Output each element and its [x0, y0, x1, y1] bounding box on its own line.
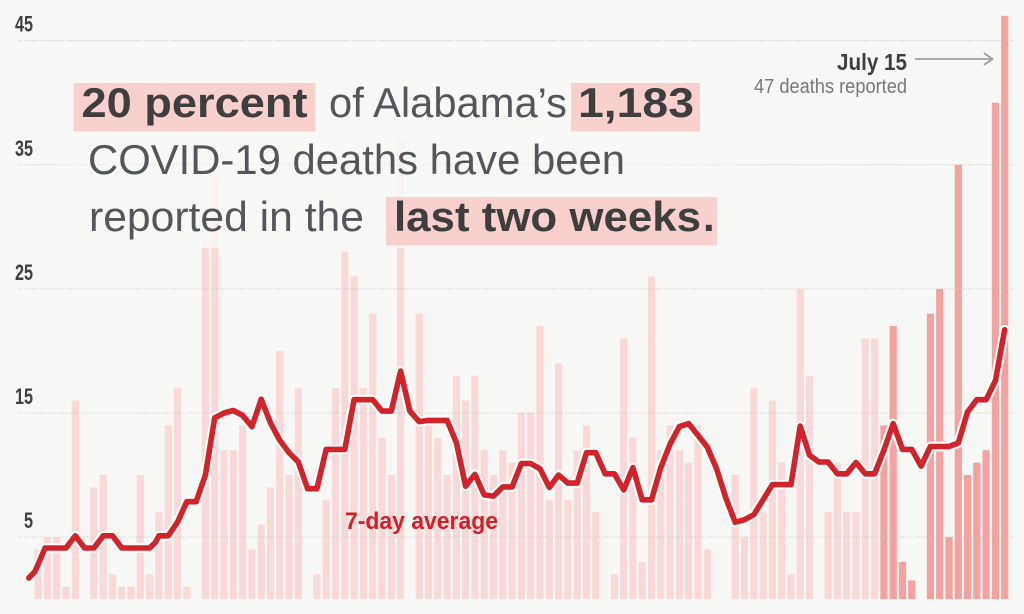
- svg-text:.: .: [703, 193, 715, 240]
- svg-text:47 deaths reported: 47 deaths reported: [754, 75, 907, 98]
- svg-text:5: 5: [24, 508, 33, 533]
- svg-text:July 15: July 15: [837, 49, 907, 75]
- svg-text:45: 45: [15, 12, 33, 37]
- svg-text:20 percent: 20 percent: [82, 79, 308, 126]
- svg-text:last two weeks: last two weeks: [394, 193, 701, 240]
- svg-text:7-day average: 7-day average: [345, 508, 498, 535]
- svg-text:15: 15: [15, 384, 33, 409]
- svg-text:of Alabama’s: of Alabama’s: [329, 79, 567, 126]
- svg-text:25: 25: [15, 260, 33, 285]
- svg-text:35: 35: [15, 136, 33, 161]
- svg-text:reported in the: reported in the: [89, 193, 364, 240]
- svg-text:1,183: 1,183: [578, 79, 694, 126]
- svg-text:COVID-19 deaths have been: COVID-19 deaths have been: [88, 136, 625, 183]
